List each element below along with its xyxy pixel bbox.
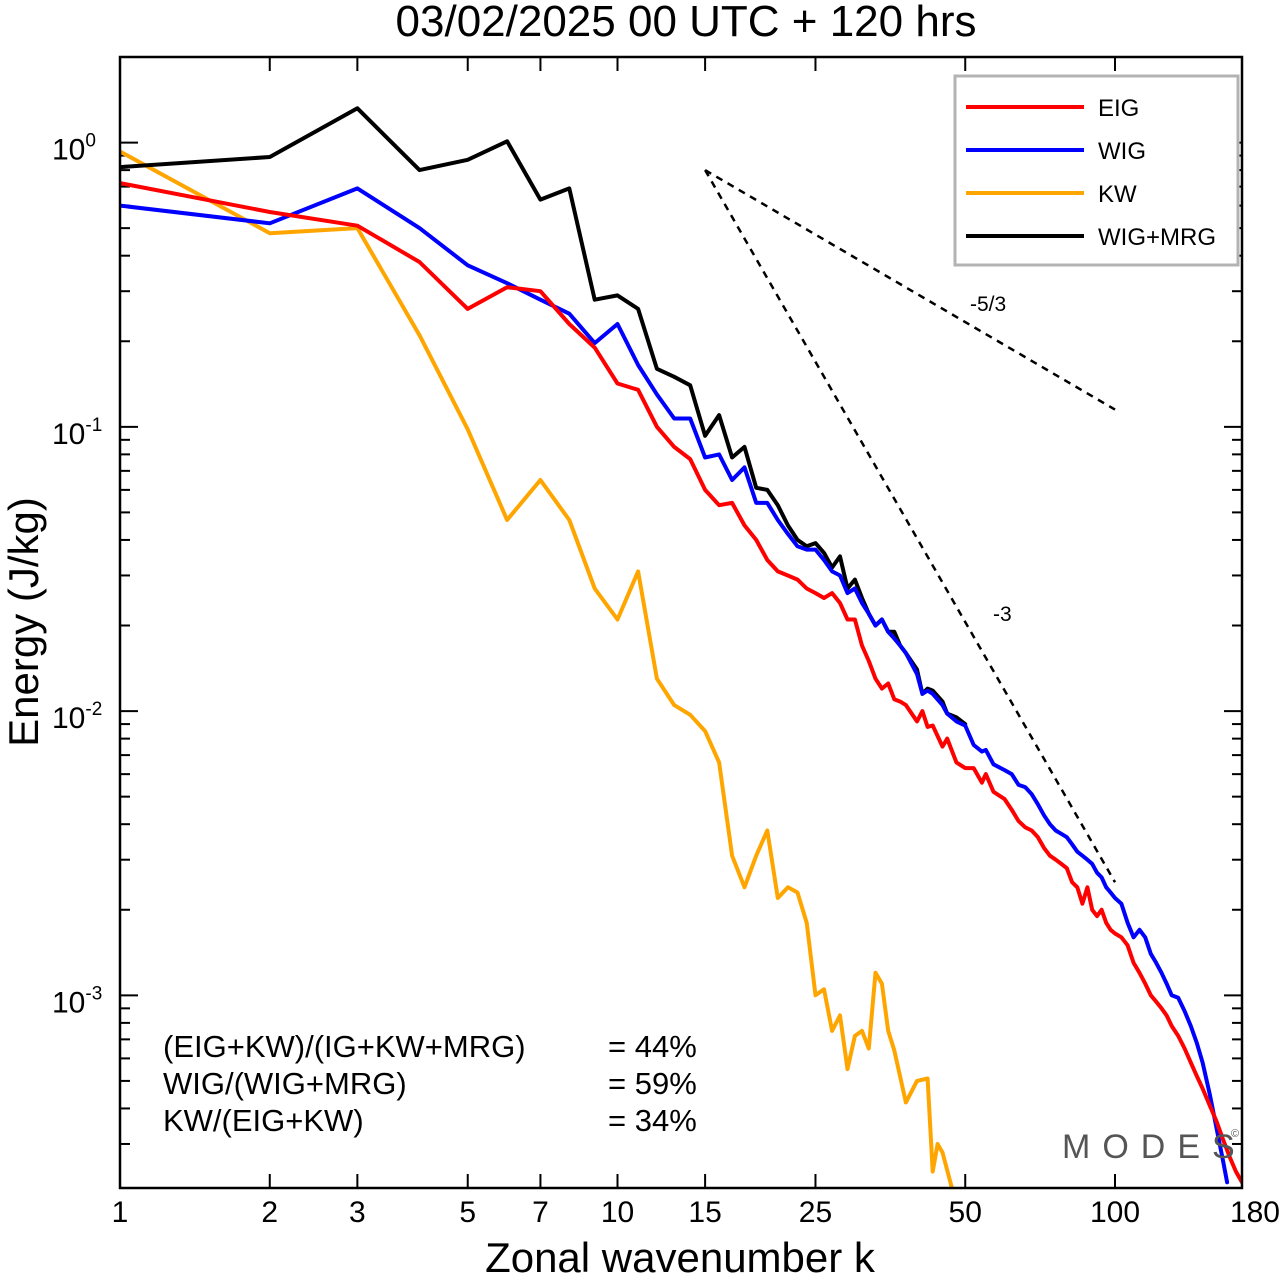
- legend-label: WIG+MRG: [1098, 224, 1216, 251]
- series-line-eig: [120, 181, 1242, 1185]
- x-tick-label: 25: [799, 1196, 832, 1229]
- ratio-value: = 59%: [608, 1066, 697, 1101]
- slope-label: -5/3: [970, 293, 1006, 316]
- series-line-kw: [120, 149, 954, 1188]
- ratio-label: KW/(EIG+KW): [163, 1103, 364, 1138]
- reference-line: [704, 169, 1117, 883]
- x-axis-ticks: 1 2 3 5 7 10 15 25 50 100 180: [112, 57, 1280, 1229]
- x-tick-label: 15: [688, 1196, 721, 1229]
- reference-line: [704, 169, 1116, 411]
- y-tick-label: 10-3: [52, 983, 102, 1019]
- ratio-annotations: (EIG+KW)/(IG+KW+MRG) = 44% WIG/(WIG+MRG) = …: [163, 1029, 697, 1138]
- x-tick-label: 2: [261, 1196, 278, 1229]
- ratio-label: WIG/(WIG+MRG): [163, 1066, 407, 1101]
- data-series: [120, 106, 1242, 1188]
- watermark-mark: ©: [1231, 1128, 1239, 1140]
- x-tick-label: 1: [112, 1196, 129, 1229]
- watermark: MODES ©: [1062, 1128, 1247, 1166]
- x-tick-label: 3: [349, 1196, 366, 1229]
- x-tick-label: 100: [1090, 1196, 1140, 1229]
- x-tick-label: 50: [949, 1196, 982, 1229]
- legend-label: KW: [1098, 181, 1137, 208]
- y-tick-label: 100: [52, 131, 96, 167]
- chart-title: 03/02/2025 00 UTC + 120 hrs: [396, 0, 977, 46]
- legend-items: EIG WIG KW WIG+MRG: [966, 95, 1216, 251]
- slope-reference-lines: [704, 169, 1117, 883]
- legend-label: WIG: [1098, 138, 1146, 165]
- watermark-text: MODES: [1062, 1128, 1247, 1166]
- x-tick-label: 7: [532, 1196, 549, 1229]
- y-tick-label: 10-2: [52, 699, 102, 735]
- ratio-label: (EIG+KW)/(IG+KW+MRG): [163, 1029, 526, 1064]
- plot-frame: [118, 55, 1244, 1190]
- slope-label: -3: [993, 603, 1012, 626]
- legend-label: EIG: [1098, 95, 1139, 122]
- x-tick-label: 10: [601, 1196, 634, 1229]
- ratio-value: = 34%: [608, 1103, 697, 1138]
- legend: EIG WIG KW WIG+MRG: [953, 74, 1240, 267]
- x-tick-label: 5: [459, 1196, 476, 1229]
- y-axis-label: Energy (J/kg): [0, 497, 47, 747]
- ratio-value: = 44%: [608, 1029, 697, 1064]
- x-tick-label: 180: [1230, 1196, 1280, 1229]
- y-tick-label: 10-1: [52, 415, 102, 451]
- series-line-wig-mrg: [120, 106, 968, 727]
- x-axis-label: Zonal wavenumber k: [485, 1234, 876, 1281]
- series-line-wig: [120, 186, 1230, 1185]
